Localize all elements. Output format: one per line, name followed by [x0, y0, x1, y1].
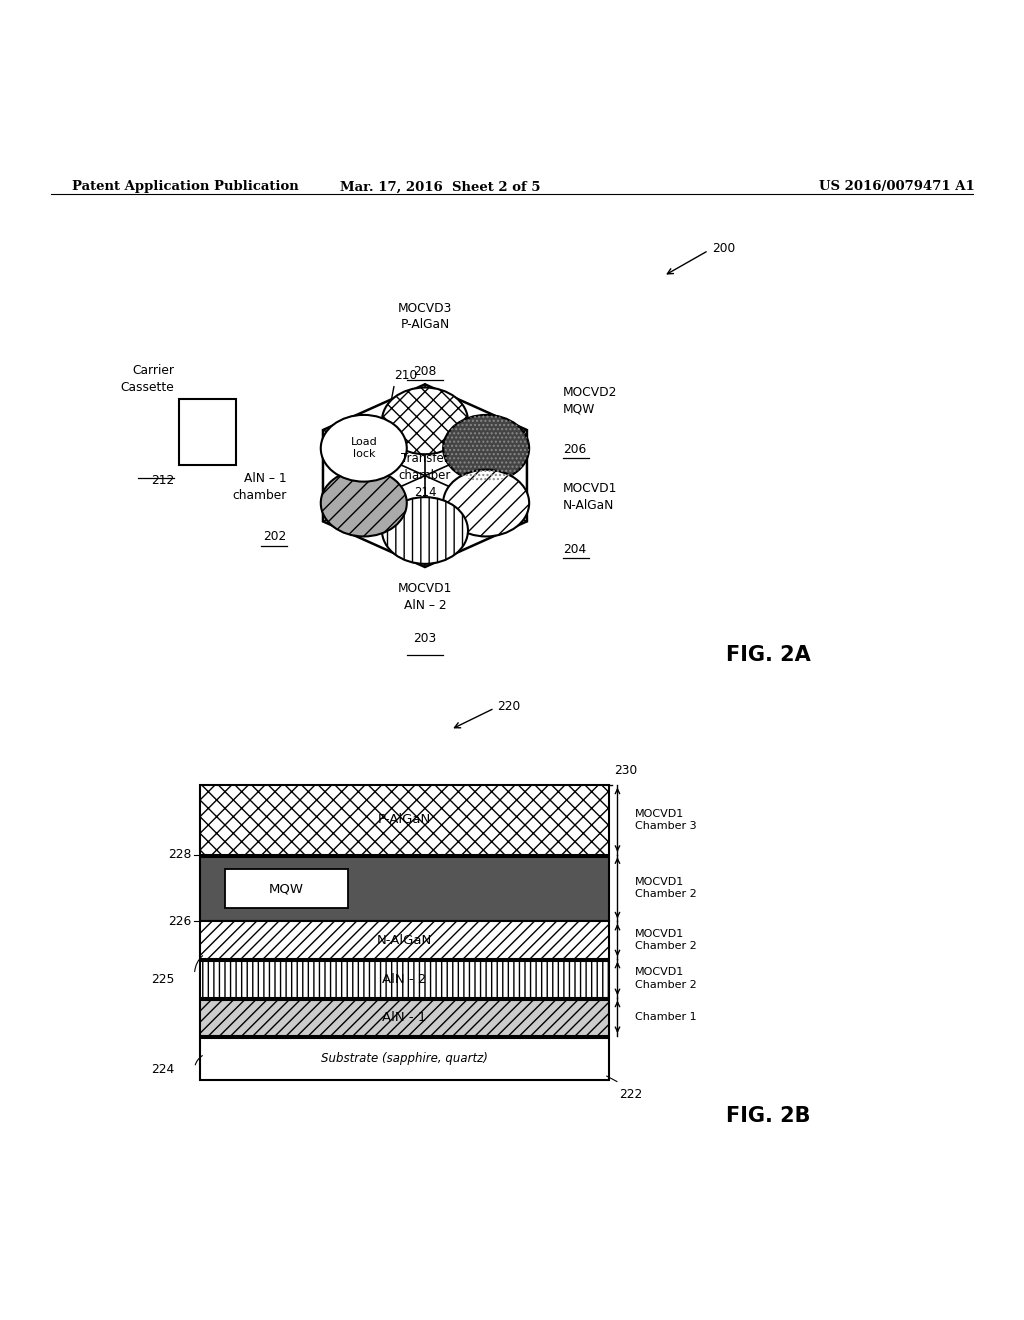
Text: MOCVD1
Chamber 2: MOCVD1 Chamber 2: [635, 929, 696, 952]
Text: Mar. 17, 2016  Sheet 2 of 5: Mar. 17, 2016 Sheet 2 of 5: [340, 181, 541, 194]
Text: Transfer
chamber
214: Transfer chamber 214: [398, 453, 452, 499]
Text: 224: 224: [151, 1063, 174, 1076]
Text: 210: 210: [394, 368, 418, 381]
Text: 222: 222: [620, 1088, 643, 1101]
Text: FIG. 2B: FIG. 2B: [726, 1106, 810, 1126]
Text: 230: 230: [614, 764, 638, 776]
Text: 202: 202: [263, 529, 287, 543]
Text: Chamber 1: Chamber 1: [635, 1012, 696, 1022]
Bar: [179, 399, 236, 466]
Text: 204: 204: [563, 543, 587, 556]
Text: Substrate (sapphire, quartz): Substrate (sapphire, quartz): [322, 1052, 487, 1065]
Text: Carrier
Cassette: Carrier Cassette: [121, 364, 174, 393]
Ellipse shape: [382, 388, 468, 454]
Text: MOCVD1
Chamber 3: MOCVD1 Chamber 3: [635, 809, 696, 832]
Text: FIG. 2A: FIG. 2A: [726, 645, 810, 665]
Text: 200: 200: [712, 242, 735, 255]
Text: MOCVD1
Chamber 2: MOCVD1 Chamber 2: [635, 968, 696, 990]
Ellipse shape: [321, 470, 407, 536]
Text: MQW: MQW: [269, 882, 304, 895]
Text: 220: 220: [497, 700, 520, 713]
Text: 225: 225: [151, 973, 174, 986]
Ellipse shape: [382, 498, 468, 564]
Bar: [200, 785, 609, 854]
Text: Load
lock: Load lock: [350, 437, 377, 459]
Bar: [200, 1001, 609, 1036]
Text: AlN - 2: AlN - 2: [382, 973, 427, 986]
Bar: [200, 857, 609, 921]
Bar: [200, 921, 609, 960]
Ellipse shape: [321, 414, 407, 482]
Text: 228: 228: [168, 847, 191, 861]
Text: MOCVD2
MQW: MOCVD2 MQW: [563, 385, 617, 416]
Text: AlN – 1
chamber: AlN – 1 chamber: [232, 473, 287, 502]
Text: AlN - 1: AlN - 1: [382, 1011, 427, 1024]
Text: 226: 226: [168, 915, 191, 928]
Bar: [200, 1038, 609, 1080]
Text: MOCVD1
Chamber 2: MOCVD1 Chamber 2: [635, 876, 696, 899]
Text: 212: 212: [151, 474, 174, 487]
Text: 206: 206: [563, 444, 587, 457]
Text: MOCVD1
N-AlGaN: MOCVD1 N-AlGaN: [563, 482, 617, 512]
Bar: [225, 870, 348, 908]
Ellipse shape: [443, 470, 529, 536]
Text: N-AlGaN: N-AlGaN: [377, 933, 432, 946]
Bar: [200, 961, 609, 998]
Text: US 2016/0079471 A1: US 2016/0079471 A1: [819, 181, 975, 194]
Text: P-AlGaN: P-AlGaN: [378, 813, 431, 826]
Text: 208: 208: [414, 366, 436, 379]
Ellipse shape: [443, 414, 529, 482]
Text: 203: 203: [414, 631, 436, 644]
Text: Patent Application Publication: Patent Application Publication: [72, 181, 298, 194]
Text: MOCVD1
AlN – 2: MOCVD1 AlN – 2: [397, 582, 453, 612]
Text: MOCVD3
P-AlGaN: MOCVD3 P-AlGaN: [397, 301, 453, 331]
